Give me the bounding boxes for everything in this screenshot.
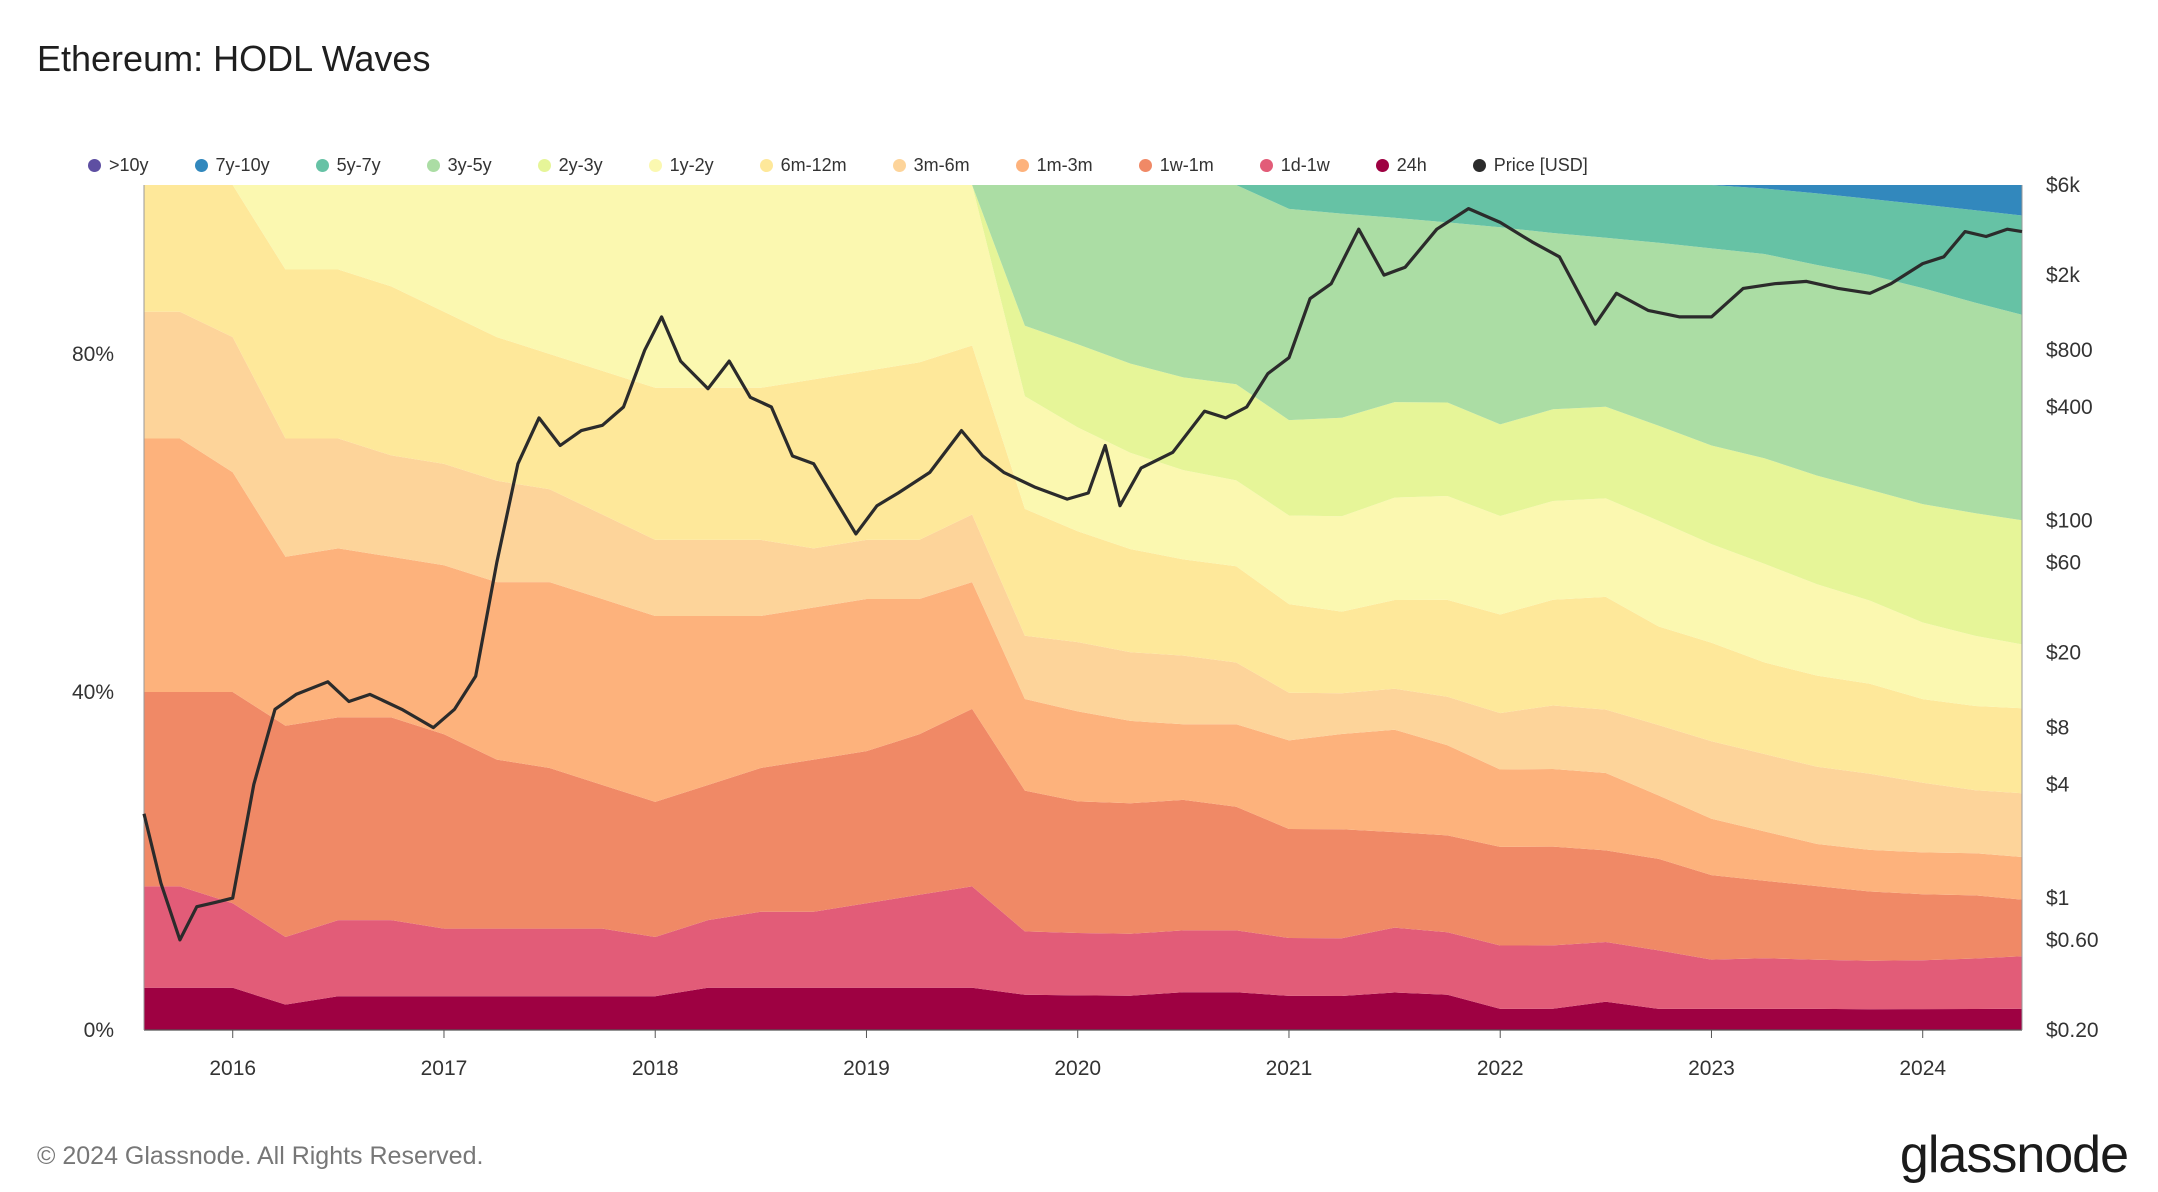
legend-dot: [88, 159, 101, 172]
area-band: [144, 185, 2022, 709]
legend-item[interactable]: 24h: [1375, 155, 1427, 176]
y-right-tick-label: $8: [2046, 717, 2069, 740]
legend-label: 1w-1m: [1159, 155, 1214, 175]
copyright-footer: © 2024 Glassnode. All Rights Reserved.: [37, 1142, 484, 1170]
legend-label: >10y: [109, 155, 149, 175]
legend-item[interactable]: 5y-7y: [315, 155, 381, 176]
area-band: [144, 886, 2022, 1010]
y-right-tick-label: $2k: [2046, 264, 2080, 287]
price-line: [142, 207, 2023, 942]
legend-label: 6m-12m: [780, 155, 847, 175]
y-left-tick-label: 0%: [84, 1019, 114, 1042]
y-right-tick-label: $100: [2046, 510, 2093, 533]
y-left-tick-label: 40%: [72, 681, 114, 704]
legend-item[interactable]: 1y-2y: [648, 155, 714, 176]
legend-item[interactable]: >10y: [88, 155, 149, 176]
x-tick-label: 2017: [421, 1057, 468, 1080]
x-tick-label: 2018: [632, 1057, 679, 1080]
legend-label: 1y-2y: [669, 155, 714, 175]
legend-dot: [194, 159, 208, 172]
y-right-tick-label: $0.60: [2046, 929, 2099, 952]
y-right-tick-label: $60: [2046, 551, 2081, 574]
x-tick-label: 2016: [209, 1057, 256, 1080]
area-band: [144, 311, 2022, 857]
legend-label: 3m-6m: [913, 155, 970, 175]
area-band: [144, 185, 2022, 521]
legend-dot: [1015, 159, 1029, 172]
legend-label: 3y-5y: [447, 155, 492, 175]
area-band: [144, 185, 2022, 794]
y-right-tick-label: $800: [2046, 339, 2093, 362]
legend-item[interactable]: 1d-1w: [1259, 155, 1330, 176]
y-right-tick-label: $20: [2046, 642, 2081, 665]
chart-legend: >10y 7y-10y 5y-7y 3y-5y 2y-3y 1y-2y 6m-12m 3m-6…: [88, 155, 1634, 176]
legend-dot: [537, 159, 551, 172]
y-right-tick-label: $4: [2046, 773, 2070, 796]
area-band: [144, 185, 2022, 315]
glassnode-logo[interactable]: glassnode: [1899, 1126, 2129, 1184]
legend-item[interactable]: 6m-12m: [759, 155, 847, 176]
y-right-tick-label: $6k: [2046, 174, 2080, 197]
chart-title: Ethereum: HODL Waves: [37, 38, 431, 79]
x-tick-label: 2022: [1477, 1057, 1524, 1080]
x-tick-label: 2021: [1266, 1057, 1313, 1080]
y-right-tick-label: $0.20: [2046, 1019, 2099, 1042]
x-tick-label: 2020: [1054, 1057, 1101, 1080]
legend-dot: [759, 159, 773, 172]
legend-dot: [648, 159, 662, 172]
hodl-waves-chart: 2016 2017 2018 2019 2020 2021 2022 2023 2024 0% 40…: [72, 174, 2099, 1080]
legend-dot: [426, 159, 440, 172]
legend-item[interactable]: Price [USD]: [1472, 155, 1588, 176]
area-band: [144, 438, 2022, 900]
legend-item[interactable]: 7y-10y: [194, 155, 270, 176]
area-band: [144, 185, 2022, 216]
legend-dot: [1375, 159, 1389, 172]
legend-dot: [892, 159, 906, 172]
legend-dot: [1259, 159, 1273, 172]
area-band: [144, 185, 2022, 645]
legend-dot: [1472, 159, 1486, 172]
legend-item[interactable]: 3y-5y: [426, 155, 492, 176]
x-tick-label: 2024: [1899, 1057, 1946, 1080]
legend-label: 1m-3m: [1036, 155, 1093, 175]
legend-label: 2y-3y: [558, 155, 603, 175]
legend-item[interactable]: 3m-6m: [892, 155, 970, 176]
area-band: [144, 692, 2022, 961]
legend-label: 24h: [1396, 155, 1427, 175]
legend-item[interactable]: 1m-3m: [1015, 155, 1093, 176]
legend-item[interactable]: 2y-3y: [537, 155, 603, 176]
legend-label: 5y-7y: [336, 155, 381, 175]
y-left-tick-label: 80%: [72, 343, 114, 366]
y-right-tick-label: $1: [2046, 887, 2069, 910]
legend-dot: [1138, 159, 1152, 172]
legend-label: 1d-1w: [1280, 155, 1330, 175]
legend-item[interactable]: 1w-1m: [1138, 155, 1214, 176]
legend-label: 7y-10y: [215, 155, 270, 175]
x-tick-label: 2023: [1688, 1057, 1735, 1080]
y-right-tick-label: $400: [2046, 396, 2093, 419]
legend-label: Price [USD]: [1493, 155, 1588, 175]
x-tick-label: 2019: [843, 1057, 890, 1080]
legend-dot: [315, 159, 329, 172]
area-band: [144, 987, 2022, 1030]
